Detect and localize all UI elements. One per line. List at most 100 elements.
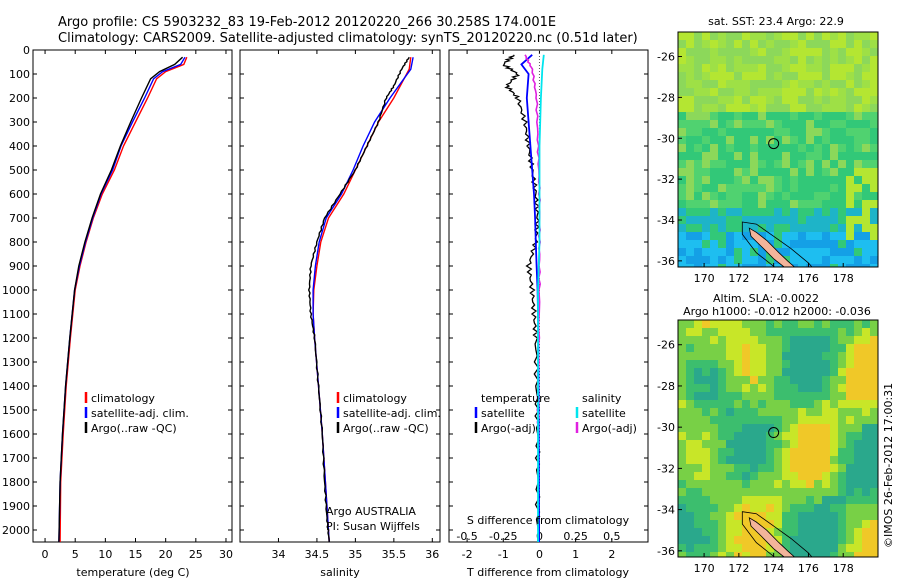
y-tick-label: 1600 bbox=[2, 428, 30, 441]
map-x-tick-label: 174 bbox=[763, 272, 784, 285]
y-tick-label: 300 bbox=[9, 116, 30, 129]
x-tick-label: 30 bbox=[219, 548, 233, 561]
x-tick-label: -1 bbox=[498, 548, 509, 561]
map-y-tick-label: -30 bbox=[657, 132, 675, 145]
salinity-panel: 34 34.5 35 35.5 36 salinity climatology satel… bbox=[239, 49, 441, 579]
map-x-tick-label: 178 bbox=[833, 272, 854, 285]
bathymetry-contour bbox=[741, 511, 813, 557]
y-tick-label: 900 bbox=[9, 260, 30, 273]
y-tick-label: 100 bbox=[9, 68, 30, 81]
x2-tick-label: -0.25 bbox=[489, 530, 517, 543]
x-tick-label: 10 bbox=[98, 548, 112, 561]
y-tick-label: 1500 bbox=[2, 404, 30, 417]
x-tick-label: 2 bbox=[608, 548, 615, 561]
s-difference-xlabel: S difference from climatology bbox=[467, 514, 630, 527]
argo-location-marker bbox=[768, 138, 780, 150]
x-tick-label: 35 bbox=[348, 548, 362, 561]
difference-legend: temperature satellite Argo(-adj) salinity sa… bbox=[474, 392, 637, 435]
map-y-tick-label: -30 bbox=[657, 421, 675, 434]
temperature-axes-frame bbox=[32, 49, 233, 543]
legend-entry: climatology bbox=[91, 392, 155, 405]
y-tick-label: 1200 bbox=[2, 332, 30, 345]
legend-entry: satellite bbox=[582, 407, 626, 420]
land-mass bbox=[748, 516, 796, 557]
x-tick-label: 5 bbox=[72, 548, 79, 561]
y-tick-label: 1900 bbox=[2, 500, 30, 513]
map-x-tick-label: 172 bbox=[728, 272, 749, 285]
map-x-tick-label: 170 bbox=[694, 272, 715, 285]
temperature-panel: 0100200300400500600700800900100011001200… bbox=[2, 44, 233, 579]
legend-entry: Argo(-adj) bbox=[481, 422, 536, 435]
map-y-tick-label: -34 bbox=[657, 504, 675, 517]
argo-program-label: Argo AUSTRALIA bbox=[326, 505, 416, 518]
x-tick-label: -2 bbox=[462, 548, 473, 561]
x-tick-label: 36 bbox=[425, 548, 439, 561]
temperature-legend: climatology satellite-adj. clim. Argo(..ra… bbox=[84, 392, 189, 435]
x2-tick-label: 0.25 bbox=[563, 530, 588, 543]
x-tick-label: 0 bbox=[42, 548, 49, 561]
t-difference-xlabel: T difference from climatology bbox=[466, 566, 629, 579]
legend-entry: salinity bbox=[582, 392, 622, 405]
x-tick-label: 0 bbox=[536, 548, 543, 561]
y-tick-label: 1100 bbox=[2, 308, 30, 321]
sst-map-panel: sat. SST: 23.4 Argo: 22.9 170 172 174 176 17… bbox=[657, 15, 879, 285]
map-y-tick-label: -32 bbox=[657, 462, 675, 475]
legend-entry: satellite-adj. clim. bbox=[343, 407, 441, 420]
legend-entry: Argo(..raw -QC) bbox=[91, 422, 177, 435]
bathymetry-contour bbox=[741, 221, 813, 267]
figure-title-line1: Argo profile: CS 5903232_83 19-Feb-2012 … bbox=[58, 15, 556, 30]
land-mass bbox=[748, 227, 796, 267]
y-tick-label: 600 bbox=[9, 188, 30, 201]
map-y-tick-label: -28 bbox=[657, 91, 675, 104]
y-tick-label: 1700 bbox=[2, 452, 30, 465]
sla-map-title-line2: Argo h1000: -0.012 h2000: -0.036 bbox=[683, 305, 871, 318]
map-x-tick-label: 178 bbox=[833, 562, 854, 575]
sla-map-title-line1: Altim. SLA: -0.0022 bbox=[713, 292, 819, 305]
x-tick-label: 20 bbox=[159, 548, 173, 561]
series-line-climatology bbox=[59, 56, 188, 542]
x-tick-label: 35.5 bbox=[382, 548, 407, 561]
x-tick-label: 34.5 bbox=[305, 548, 330, 561]
imos-credit: ©IMOS 26-Feb-2012 17:00:31 bbox=[882, 383, 895, 548]
argo-location-marker bbox=[768, 427, 780, 439]
salinity-legend: climatology satellite-adj. clim. Argo(..ra… bbox=[336, 392, 441, 435]
temperature-xlabel: temperature (deg C) bbox=[76, 566, 189, 579]
difference-axes-frame bbox=[448, 49, 649, 543]
salinity-xlabel: salinity bbox=[320, 566, 360, 579]
map-y-tick-label: -26 bbox=[657, 339, 675, 352]
sst-map-frame bbox=[677, 31, 879, 268]
series-line-temperature-argo bbox=[502, 54, 541, 542]
series-line-satellite-adj-clim- bbox=[312, 57, 414, 542]
sla-map-panel: Altim. SLA: -0.0022 Argo h1000: -0.012 h… bbox=[657, 292, 879, 575]
series-line-argo-raw-qc- bbox=[307, 56, 410, 542]
x-tick-label: 1 bbox=[572, 548, 579, 561]
y-tick-label: 700 bbox=[9, 212, 30, 225]
series-line-salinity-satellite bbox=[537, 54, 545, 542]
x2-tick-label: 0.5 bbox=[603, 530, 621, 543]
map-x-tick-label: 172 bbox=[728, 562, 749, 575]
y-tick-label: 400 bbox=[9, 140, 30, 153]
y-tick-label: 800 bbox=[9, 236, 30, 249]
series-line-satellite-adj-clim- bbox=[58, 56, 186, 542]
legend-entry: climatology bbox=[343, 392, 407, 405]
salinity-axes-frame bbox=[239, 49, 441, 543]
y-tick-label: 1800 bbox=[2, 476, 30, 489]
legend-entry: Argo(..raw -QC) bbox=[343, 422, 429, 435]
legend-entry: satellite bbox=[481, 407, 525, 420]
x-tick-label: 34 bbox=[271, 548, 285, 561]
series-line-climatology bbox=[312, 57, 412, 542]
argo-pi-label: PI: Susan Wijffels bbox=[326, 520, 420, 533]
x-tick-label: 25 bbox=[189, 548, 203, 561]
map-y-tick-label: -34 bbox=[657, 214, 675, 227]
legend-entry: Argo(-adj) bbox=[582, 422, 637, 435]
y-tick-label: 1000 bbox=[2, 284, 30, 297]
sla-map-frame bbox=[677, 319, 879, 558]
legend-entry: satellite-adj. clim. bbox=[91, 407, 189, 420]
map-y-tick-label: -32 bbox=[657, 173, 675, 186]
legend-entry: temperature bbox=[481, 392, 550, 405]
map-y-tick-label: -26 bbox=[657, 51, 675, 64]
map-x-tick-label: 176 bbox=[798, 562, 819, 575]
y-tick-label: 1400 bbox=[2, 380, 30, 393]
